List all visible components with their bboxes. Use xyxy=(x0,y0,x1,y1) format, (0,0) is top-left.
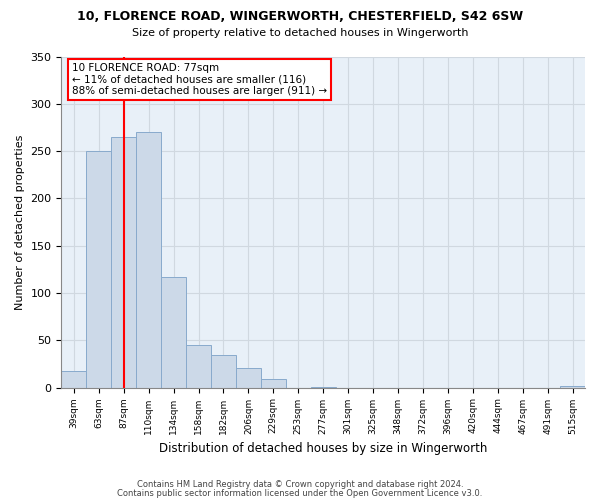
Bar xyxy=(186,345,211,388)
Bar xyxy=(236,368,261,388)
X-axis label: Distribution of detached houses by size in Wingerworth: Distribution of detached houses by size … xyxy=(159,442,487,455)
Bar xyxy=(136,132,161,388)
Bar xyxy=(311,386,335,388)
Text: 10, FLORENCE ROAD, WINGERWORTH, CHESTERFIELD, S42 6SW: 10, FLORENCE ROAD, WINGERWORTH, CHESTERF… xyxy=(77,10,523,23)
Bar xyxy=(111,137,136,388)
Bar xyxy=(261,379,286,388)
Y-axis label: Number of detached properties: Number of detached properties xyxy=(15,134,25,310)
Text: Contains HM Land Registry data © Crown copyright and database right 2024.: Contains HM Land Registry data © Crown c… xyxy=(137,480,463,489)
Bar xyxy=(61,370,86,388)
Bar xyxy=(560,386,585,388)
Bar xyxy=(211,356,236,388)
Text: 10 FLORENCE ROAD: 77sqm
← 11% of detached houses are smaller (116)
88% of semi-d: 10 FLORENCE ROAD: 77sqm ← 11% of detache… xyxy=(72,63,327,96)
Text: Size of property relative to detached houses in Wingerworth: Size of property relative to detached ho… xyxy=(132,28,468,38)
Bar xyxy=(86,151,111,388)
Text: Contains public sector information licensed under the Open Government Licence v3: Contains public sector information licen… xyxy=(118,488,482,498)
Bar xyxy=(161,277,186,388)
